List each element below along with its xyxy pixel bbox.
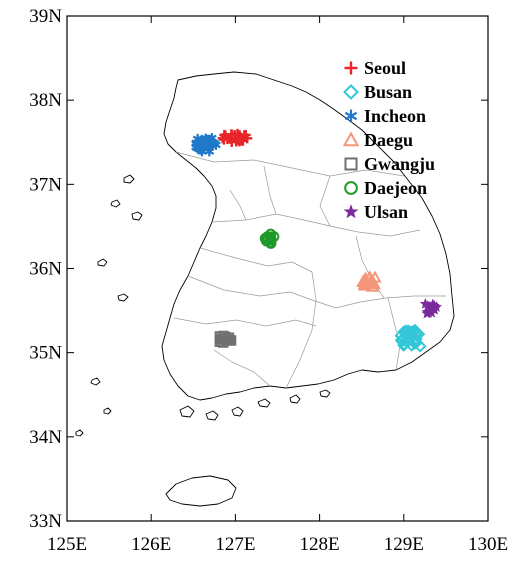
- island-west-1: [123, 174, 135, 184]
- island-west-4: [97, 258, 108, 267]
- legend-label: Seoul: [364, 58, 406, 78]
- legend-label: Ulsan: [364, 202, 408, 222]
- province-line-7: [319, 175, 331, 227]
- cluster-daejeon: [259, 228, 280, 249]
- triangle-marker-icon: [342, 131, 360, 147]
- island-south-5: [289, 394, 301, 404]
- cluster-seoul: [217, 128, 253, 148]
- island-south-4: [257, 398, 271, 408]
- legend-item-ulsan: Ulsan: [343, 202, 408, 222]
- y-tick-label: 33N: [29, 511, 62, 532]
- cluster-ulsan: [419, 297, 443, 319]
- legend-label: Daejeon: [364, 178, 427, 198]
- peninsula-coastline: [161, 71, 455, 401]
- cluster-busan: [394, 323, 427, 353]
- province-line-1: [175, 151, 405, 177]
- plot-border: [66, 15, 489, 522]
- island-south-6: [319, 389, 331, 398]
- province-line-6: [263, 165, 277, 215]
- y-tick-label: 39N: [29, 6, 62, 27]
- legend-item-gwangju: Gwangju: [344, 154, 435, 174]
- x-tick-label: 130E: [468, 534, 508, 555]
- legend-item-incheon: Incheon: [344, 106, 426, 126]
- legend-label: Gwangju: [364, 154, 435, 174]
- island-west-2: [110, 199, 121, 208]
- island-west-3: [131, 211, 143, 221]
- island-south-7: [75, 429, 84, 437]
- island-west-5: [117, 293, 129, 302]
- korea-land-outline: [75, 71, 455, 507]
- plus-marker-icon: [344, 61, 358, 75]
- x-tick-label: 126E: [131, 534, 171, 555]
- island-west-7: [103, 407, 112, 415]
- y-tick-label: 34N: [29, 427, 62, 448]
- legend-label: Daegu: [364, 130, 413, 150]
- legend: Seoul Busan Incheon Daegu Gwangju Daejeon Ulsa…: [342, 58, 435, 222]
- x-tick-label: 129E: [384, 534, 424, 555]
- y-tick-label: 36N: [29, 259, 62, 280]
- province-line-2: [211, 213, 421, 237]
- jeju-island: [165, 475, 237, 507]
- legend-item-busan: Busan: [343, 82, 412, 102]
- island-south-3: [231, 406, 244, 417]
- y-tick-label: 38N: [29, 90, 62, 111]
- province-line-12: [213, 349, 271, 387]
- x-tick-label: 125E: [47, 534, 87, 555]
- legend-item-daegu: Daegu: [342, 130, 413, 150]
- circle-marker-icon: [344, 181, 358, 195]
- y-tick-label: 37N: [29, 174, 62, 195]
- x-tick-label: 128E: [300, 534, 340, 555]
- legend-item-daejeon: Daejeon: [344, 178, 427, 198]
- plot-frame: 125E 126E 127E 128E 129E 130E 39N 38N 37N 36N 35N 3…: [29, 6, 508, 555]
- cluster-gwangju: [214, 330, 237, 348]
- island-south-2: [205, 410, 219, 421]
- marker-clusters: [191, 128, 443, 353]
- legend-label: Incheon: [364, 106, 426, 126]
- x-tick-label: 127E: [215, 534, 255, 555]
- legend-label: Busan: [364, 82, 412, 102]
- asterisk-marker-icon: [344, 109, 358, 123]
- legend-item-seoul: Seoul: [344, 58, 406, 78]
- province-line-8: [173, 317, 317, 327]
- star-marker-icon: [343, 204, 359, 219]
- island-west-6: [90, 377, 101, 386]
- province-line-3: [199, 247, 313, 273]
- island-south-1: [179, 405, 195, 418]
- cluster-incheon: [191, 133, 221, 157]
- province-line-10: [229, 189, 247, 221]
- y-tick-label: 35N: [29, 343, 62, 364]
- diamond-marker-icon: [343, 84, 359, 100]
- province-line-5: [285, 271, 317, 389]
- square-marker-icon: [344, 157, 358, 171]
- cluster-daegu: [356, 270, 382, 292]
- province-line-4: [187, 275, 446, 309]
